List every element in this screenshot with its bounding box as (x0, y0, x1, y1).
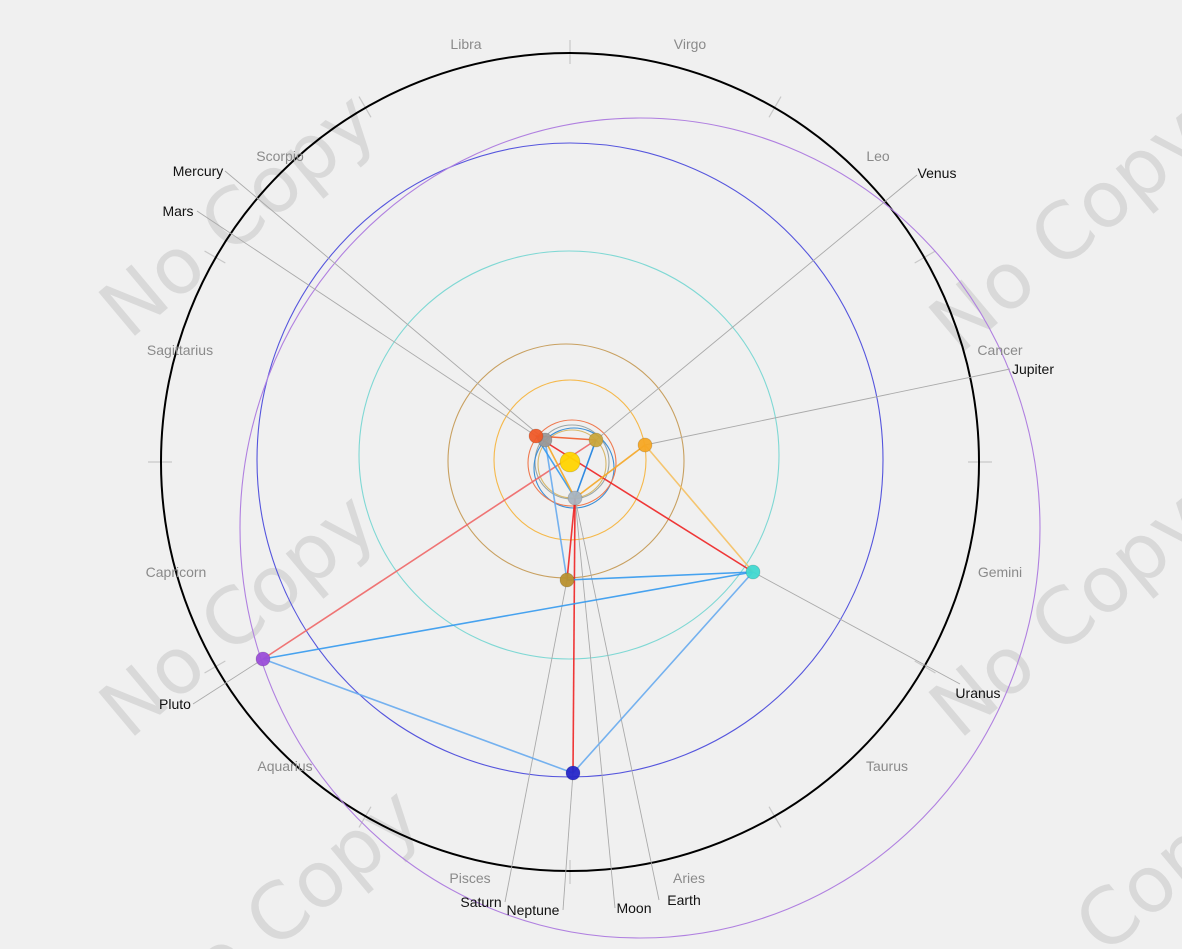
zodiac-label-virgo: Virgo (674, 36, 707, 52)
zodiac-label-leo: Leo (866, 148, 890, 164)
leader-line-pluto (192, 658, 264, 705)
planet-jupiter[interactable] (637, 437, 653, 453)
planet-label-saturn: Saturn (460, 894, 501, 910)
leader-line-jupiter (644, 368, 1011, 446)
planet-mars[interactable] (528, 428, 544, 444)
zodiac-tick (358, 806, 372, 828)
watermark-text: No Copy (83, 475, 393, 755)
planet-sun[interactable] (559, 451, 581, 473)
zodiac-tick (768, 806, 782, 828)
orbit-rings (239, 117, 1041, 939)
label-leaders (192, 170, 1011, 911)
planet-neptune[interactable] (565, 765, 581, 781)
planet-venus[interactable] (588, 432, 604, 448)
aspect-line-saturn-earth (566, 497, 576, 581)
leader-line-neptune (562, 772, 574, 911)
planet-pluto[interactable] (255, 651, 271, 667)
orbit-uranus (358, 250, 780, 660)
planet-label-mercury: Mercury (173, 163, 224, 179)
zodiac-tick (358, 96, 372, 118)
zodiac-label-aquarius: Aquarius (257, 758, 312, 774)
leader-line-moon (574, 497, 616, 909)
zodiac-label-gemini: Gemini (978, 564, 1022, 580)
aspect-line-jupiter-earth (574, 444, 646, 499)
zodiac-label-aries: Aries (673, 870, 705, 886)
orbit-mars (527, 419, 617, 507)
watermark-text: No Copy (913, 90, 1182, 370)
zodiac-label-capricorn: Capricorn (146, 564, 207, 580)
aspect-line-neptune-uranus (572, 571, 754, 774)
planet-uranus[interactable] (745, 564, 761, 580)
zodiac-ring (160, 52, 980, 872)
zodiac-label-cancer: Cancer (977, 342, 1022, 358)
zodiac-label-pisces: Pisces (449, 870, 490, 886)
zodiac-label-sagittarius: Sagittarius (147, 342, 213, 358)
aspect-line-neptune-earth (572, 497, 576, 774)
planet-earth[interactable] (567, 490, 583, 506)
zodiac-tick (914, 250, 936, 264)
watermark-text: No Copy (913, 475, 1182, 755)
aspect-line-saturn-mercury (544, 439, 568, 581)
zodiac-label-taurus: Taurus (866, 758, 908, 774)
zodiac-label-libra: Libra (450, 36, 481, 52)
orbit-jupiter (493, 379, 647, 541)
zodiac-labels: Libra Virgo Leo Cancer Gemini Taurus Aries Pisc… (146, 36, 1023, 886)
planet-markers (255, 428, 761, 781)
zodiac-label-scorpio: Scorpio (256, 148, 304, 164)
aspect-line-pluto-neptune (262, 658, 574, 774)
watermark-text: No Copy (83, 75, 393, 355)
planet-label-jupiter: Jupiter (1012, 361, 1054, 377)
aspect-lines (262, 435, 754, 774)
aspect-line-pluto-uranus (262, 571, 754, 660)
watermark-text: No Copy (128, 770, 438, 949)
zodiac-tick (768, 96, 782, 118)
orbit-pluto (239, 117, 1041, 939)
leader-line-venus (595, 174, 918, 441)
leader-line-mars (196, 210, 537, 437)
zodiac-tick (204, 660, 226, 674)
planet-label-neptune: Neptune (507, 902, 560, 918)
planet-saturn[interactable] (559, 572, 575, 588)
aspect-line-venus-earth (574, 439, 597, 499)
leader-line-mercury (224, 170, 546, 441)
planet-label-venus: Venus (918, 165, 957, 181)
planet-label-pluto: Pluto (159, 696, 191, 712)
aspect-line-saturn-uranus (566, 571, 754, 581)
planet-labels: Mercury Venus Earth Moon Mars Jupiter Saturn Ur… (159, 163, 1054, 918)
aspect-line-pluto-venus (262, 439, 597, 660)
watermark-text: No Copy (958, 775, 1182, 949)
planet-label-moon: Moon (616, 900, 651, 916)
aspect-line-mercury-earth (544, 439, 576, 499)
planet-label-mars: Mars (162, 203, 193, 219)
planet-label-earth: Earth (667, 892, 700, 908)
leader-line-earth (574, 497, 660, 901)
aspect-line-jupiter-uranus (644, 444, 754, 573)
leader-line-uranus (752, 571, 961, 685)
leader-line-saturn (504, 579, 568, 903)
zodiac-tick (914, 660, 936, 674)
planet-label-uranus: Uranus (955, 685, 1000, 701)
zodiac-tick (204, 250, 226, 264)
zodiac-ticks (148, 40, 992, 884)
